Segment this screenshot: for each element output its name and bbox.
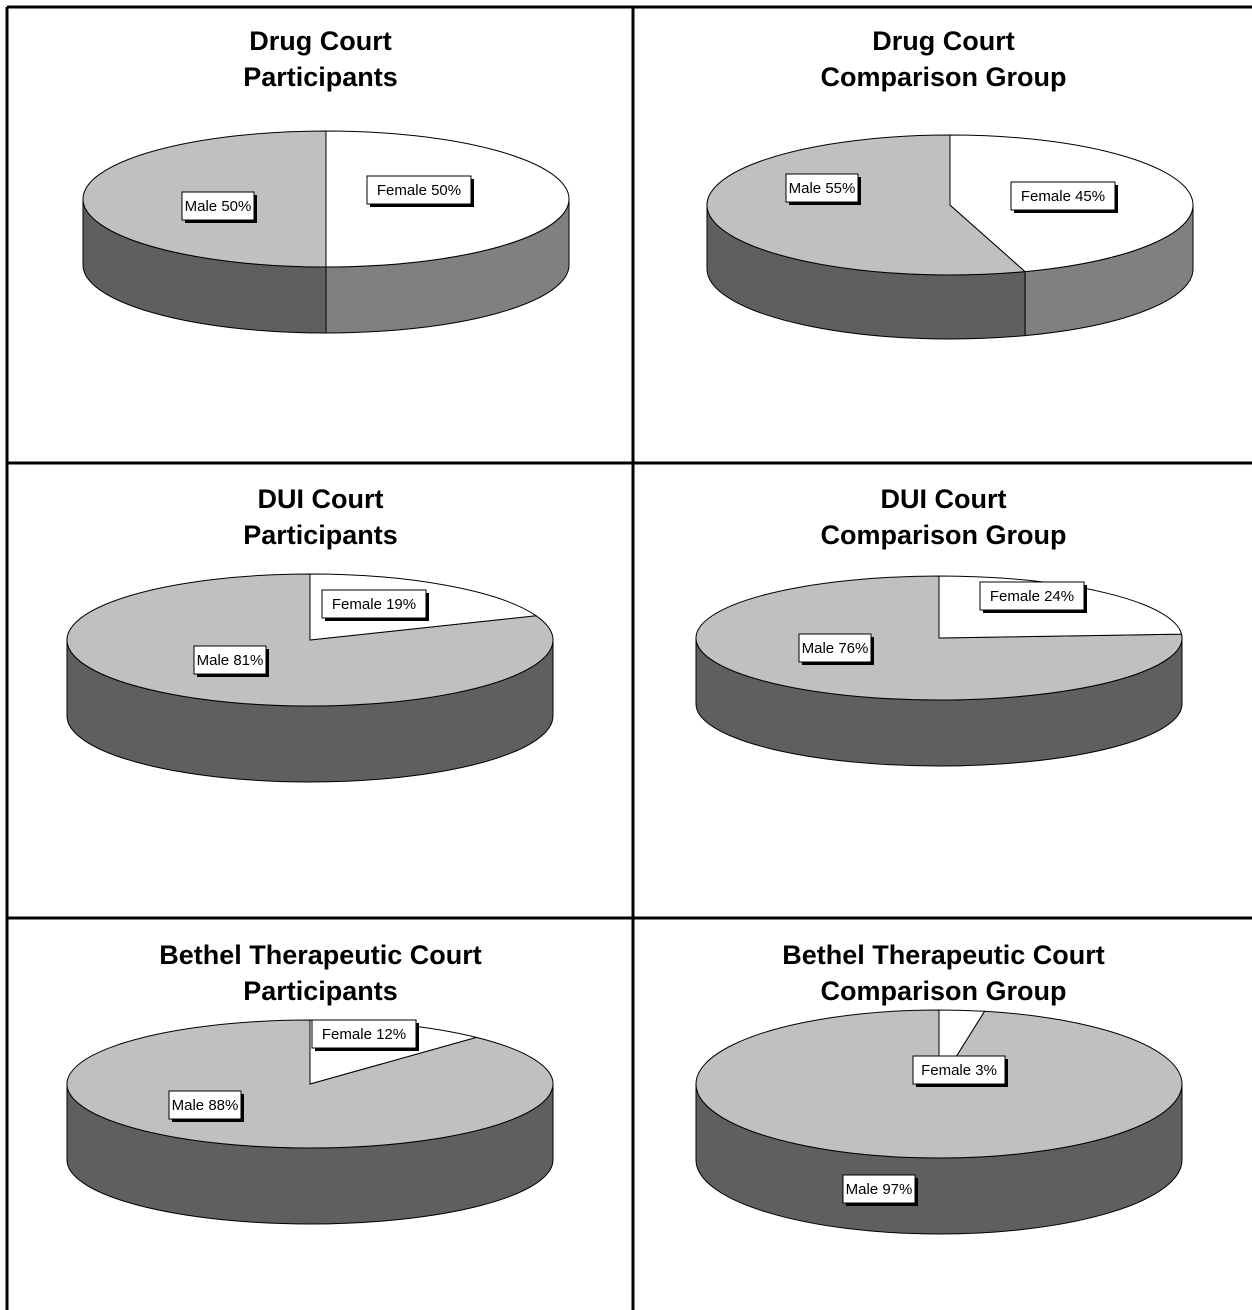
data-label-text: Male 55% [789, 180, 856, 197]
data-label-male: Male 76% [798, 633, 874, 665]
data-label-female: Female 3% [912, 1055, 1008, 1087]
pie-slice-male [706, 134, 1027, 276]
chart-cell-bethel-comparison: Bethel Therapeutic Court Comparison Grou… [635, 920, 1252, 1310]
chart-title-line1: Bethel Therapeutic Court [782, 940, 1105, 970]
data-label-text: Female 45% [1021, 188, 1105, 205]
chart-title-line2: Comparison Group [820, 62, 1067, 92]
pie-chart: Male 97% Female 3% [695, 1009, 1183, 1235]
data-label-text: Female 24% [990, 588, 1074, 605]
data-label-text: Male 97% [846, 1181, 913, 1198]
data-label-box [193, 645, 267, 675]
data-label-male: Male 50% [181, 191, 257, 223]
chart-title-line1: Bethel Therapeutic Court [159, 940, 482, 970]
pie-chart: Male 55% Female 45% [706, 134, 1194, 340]
data-label-female: Female 19% [321, 589, 429, 621]
chart-title-line1: Drug Court [249, 26, 392, 56]
data-label-male: Male 55% [785, 173, 861, 205]
data-label-text: Female 50% [377, 182, 461, 199]
pie-slice-male [66, 573, 554, 707]
data-label-female: Female 45% [1010, 181, 1118, 213]
chart-title: Drug Court Comparison Group [635, 23, 1252, 95]
data-label-text: Female 12% [322, 1026, 406, 1043]
data-label-box [842, 1174, 916, 1204]
data-label-box [798, 633, 872, 663]
data-label-text: Male 50% [185, 198, 252, 215]
data-label-male: Male 88% [168, 1090, 244, 1122]
pie-chart: Male 76% Female 24% [695, 575, 1183, 767]
chart-title-line1: DUI Court [880, 484, 1007, 514]
data-label-male: Male 81% [193, 645, 269, 677]
chart-title-line2: Comparison Group [820, 976, 1067, 1006]
data-label-box [311, 1019, 417, 1049]
pie-slice-male [695, 575, 1183, 701]
chart-cell-drug-court-participants: Drug Court Participants Male 50% Female 5… [9, 9, 632, 462]
data-label-box [168, 1090, 242, 1120]
chart-title: DUI Court Comparison Group [635, 481, 1252, 553]
chart-title-line2: Participants [243, 976, 398, 1006]
chart-title: Bethel Therapeutic Court Comparison Grou… [635, 937, 1252, 1009]
data-label-female: Female 24% [979, 581, 1087, 613]
chart-title-line2: Participants [243, 520, 398, 550]
chart-title: DUI Court Participants [9, 481, 632, 553]
chart-cell-dui-court-comparison: DUI Court Comparison Group Male 76% Femal… [635, 465, 1252, 917]
data-label-box [181, 191, 255, 221]
data-label-box [785, 173, 859, 203]
chart-title: Bethel Therapeutic Court Participants [9, 937, 632, 1009]
chart-title-line2: Participants [243, 62, 398, 92]
pie-chart: Male 81% Female 19% [66, 573, 554, 783]
chart-cell-drug-court-comparison: Drug Court Comparison Group Male 55% Fema… [635, 9, 1252, 462]
chart-title: Drug Court Participants [9, 23, 632, 95]
pie-chart: Male 50% Female 50% [82, 130, 570, 334]
chart-title-line1: DUI Court [257, 484, 384, 514]
data-label-female: Female 50% [366, 175, 474, 207]
data-label-box [1010, 181, 1116, 211]
data-label-text: Male 76% [802, 640, 869, 657]
data-label-male: Male 97% [842, 1174, 918, 1206]
data-label-text: Female 19% [332, 596, 416, 613]
chart-cell-dui-court-participants: DUI Court Participants Male 81% Female 19… [9, 465, 632, 917]
chart-cell-bethel-participants: Bethel Therapeutic Court Participants Ma… [9, 920, 632, 1310]
data-label-box [321, 589, 427, 619]
chart-title-line1: Drug Court [872, 26, 1015, 56]
data-label-box [912, 1055, 1006, 1085]
data-label-female: Female 12% [311, 1019, 419, 1051]
pie-chart: Male 88% Female 12% [66, 1019, 554, 1225]
data-label-text: Male 88% [172, 1097, 239, 1114]
data-label-text: Female 3% [921, 1062, 997, 1079]
data-label-box [366, 175, 472, 205]
chart-title-line2: Comparison Group [820, 520, 1067, 550]
data-label-text: Male 81% [197, 652, 264, 669]
data-label-box [979, 581, 1085, 611]
